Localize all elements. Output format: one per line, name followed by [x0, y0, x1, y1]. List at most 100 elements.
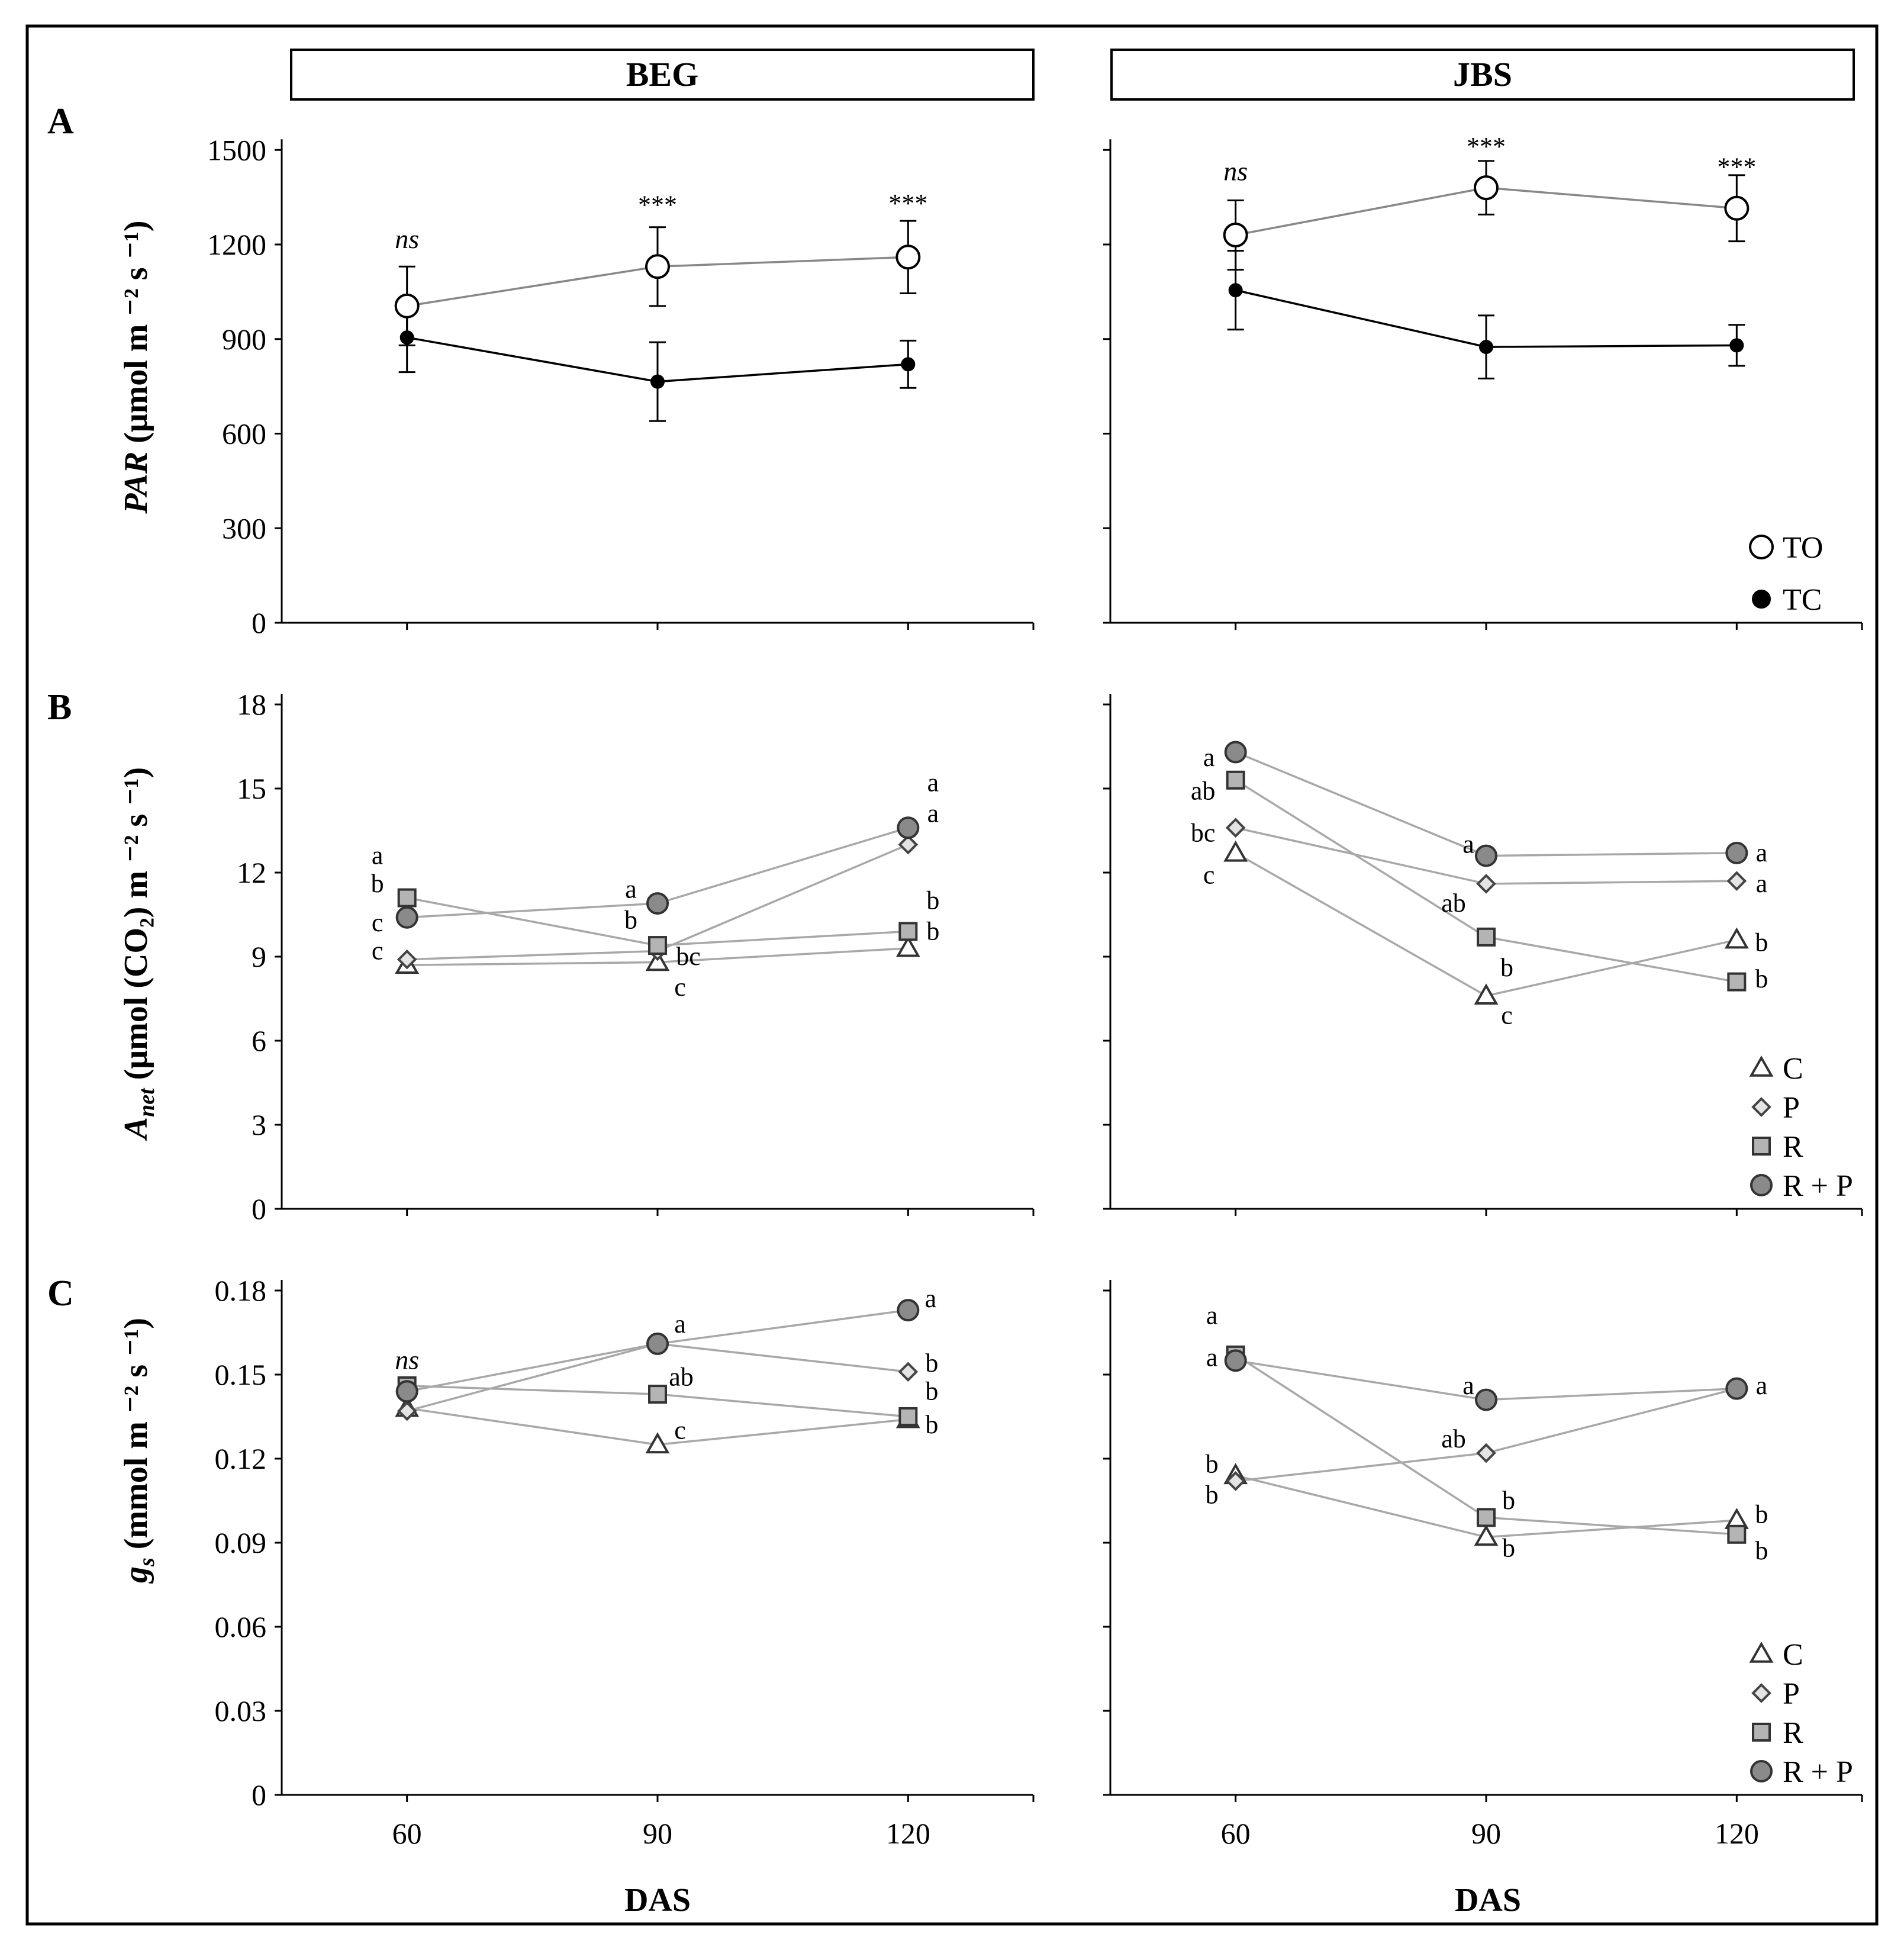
panel-letter-c: C [47, 1273, 74, 1314]
y-tick-label: 300 [222, 511, 266, 545]
annotation-label: a [925, 1284, 937, 1313]
point-p [397, 949, 417, 970]
y-tick-label: 15 [237, 772, 266, 805]
y-tick-label: 1500 [207, 133, 266, 166]
legend-marker [1751, 1097, 1771, 1117]
annotation-label: b [1206, 1481, 1219, 1510]
legend-marker [1749, 535, 1774, 559]
annotation-label: b [1755, 928, 1768, 957]
point-tc [1729, 338, 1744, 353]
annotation-label: *** [638, 190, 677, 219]
annotation-label: a [1756, 869, 1768, 898]
y-title-par: PAR (μmol m ⁻² s ⁻¹) [118, 220, 154, 514]
annotation-label: c [674, 973, 686, 1002]
y-tick-label: 0.09 [215, 1526, 267, 1559]
legend-label: TO [1783, 531, 1823, 565]
point-p [1225, 1471, 1246, 1491]
point-r-p [1725, 1377, 1748, 1400]
annotation-label: b [926, 886, 939, 915]
point-r-p [1725, 841, 1748, 864]
legend-marker [1750, 1174, 1773, 1196]
point-r [1226, 770, 1245, 790]
point-r-p [897, 816, 920, 839]
y-tick-label: 0.18 [215, 1274, 267, 1307]
legend-marker [1752, 1137, 1771, 1156]
annotation-label: ab [1441, 1424, 1466, 1453]
y-tick-label: 9 [252, 940, 266, 973]
x-tick-label: 90 [1471, 1817, 1501, 1850]
annotation-label: ns [1223, 156, 1248, 186]
annotation-label: a [927, 799, 939, 828]
legend-marker [1750, 1760, 1773, 1782]
annotation-label: *** [1467, 132, 1506, 161]
annotation-label: b [1755, 1500, 1768, 1529]
x-tick-label: 90 [643, 1817, 672, 1850]
annotation-label: ns [395, 224, 419, 254]
annotation-label: b [925, 1410, 938, 1439]
x-tick-label: 120 [1715, 1817, 1759, 1850]
y-title-par-base: PAR [118, 452, 154, 514]
point-r [648, 1385, 667, 1404]
annotation-label: ab [1191, 777, 1216, 806]
point-r [898, 1407, 918, 1426]
column-header-box-jbs [1110, 49, 1855, 101]
annotation-label: ab [1441, 889, 1466, 918]
legend-label: P [1783, 1677, 1800, 1711]
column-header-box-beg [290, 49, 1035, 101]
annotation-label: a [1756, 1371, 1768, 1400]
annotation-label: b [1755, 1536, 1768, 1565]
annotation-label: b [1755, 964, 1768, 993]
point-tc [1228, 283, 1243, 298]
point-p [898, 834, 919, 855]
annotation-label: b [371, 869, 384, 898]
y-title-gs-unit: (mmol m ⁻² s ⁻¹) [118, 1318, 154, 1558]
point-r [1727, 972, 1747, 992]
y-tick-label: 0 [252, 1192, 266, 1225]
column-header-jbs: JBS [1453, 55, 1512, 94]
point-p [1225, 818, 1246, 838]
point-r-p [897, 1299, 920, 1322]
y-title-anet-unit: (μmol (CO₂) m ⁻² s ⁻¹) [118, 767, 154, 1088]
point-tc [650, 374, 665, 389]
y-title-gs: gs (mmol m ⁻² s ⁻¹) [118, 1318, 159, 1584]
point-tc [1479, 340, 1493, 355]
annotation-label: ns [395, 1344, 419, 1375]
legend-label: R + P [1783, 1169, 1853, 1203]
y-title-gs-sub: s [134, 1558, 159, 1567]
point-to [1724, 195, 1750, 221]
point-to [394, 293, 420, 318]
panel-letter-a: A [47, 101, 74, 141]
annotation-label: a [674, 1309, 686, 1338]
annotation-label: a [1206, 1301, 1218, 1330]
annotation-label: bc [676, 942, 701, 971]
point-c [1474, 983, 1499, 1005]
legend-label: TC [1783, 583, 1822, 617]
y-title-anet-base: A [118, 1117, 154, 1141]
annotation-label: c [372, 937, 384, 966]
point-r [1477, 927, 1496, 947]
point-c [1223, 840, 1248, 862]
point-p [1476, 1443, 1496, 1463]
annotation-label: c [372, 908, 384, 937]
annotation-label: c [1501, 1000, 1513, 1029]
y-tick-label: 0.03 [215, 1694, 267, 1727]
y-tick-label: 3 [252, 1108, 266, 1141]
point-r [898, 922, 918, 941]
legend-marker [1752, 590, 1771, 609]
annotation-label: b [925, 1349, 938, 1378]
point-r-p [1475, 1388, 1497, 1411]
point-to [895, 244, 921, 270]
y-tick-label: 1200 [207, 228, 266, 261]
legend-label: C [1783, 1052, 1803, 1086]
annotation-label: b [926, 916, 939, 945]
annotation-label: a [1203, 743, 1215, 772]
point-r [648, 936, 667, 955]
x-title-beg: DAS [624, 1882, 691, 1919]
annotation-label: a [1462, 1371, 1474, 1400]
point-r-p [646, 892, 669, 915]
point-to [645, 254, 670, 279]
annotation-label: b [624, 905, 637, 934]
